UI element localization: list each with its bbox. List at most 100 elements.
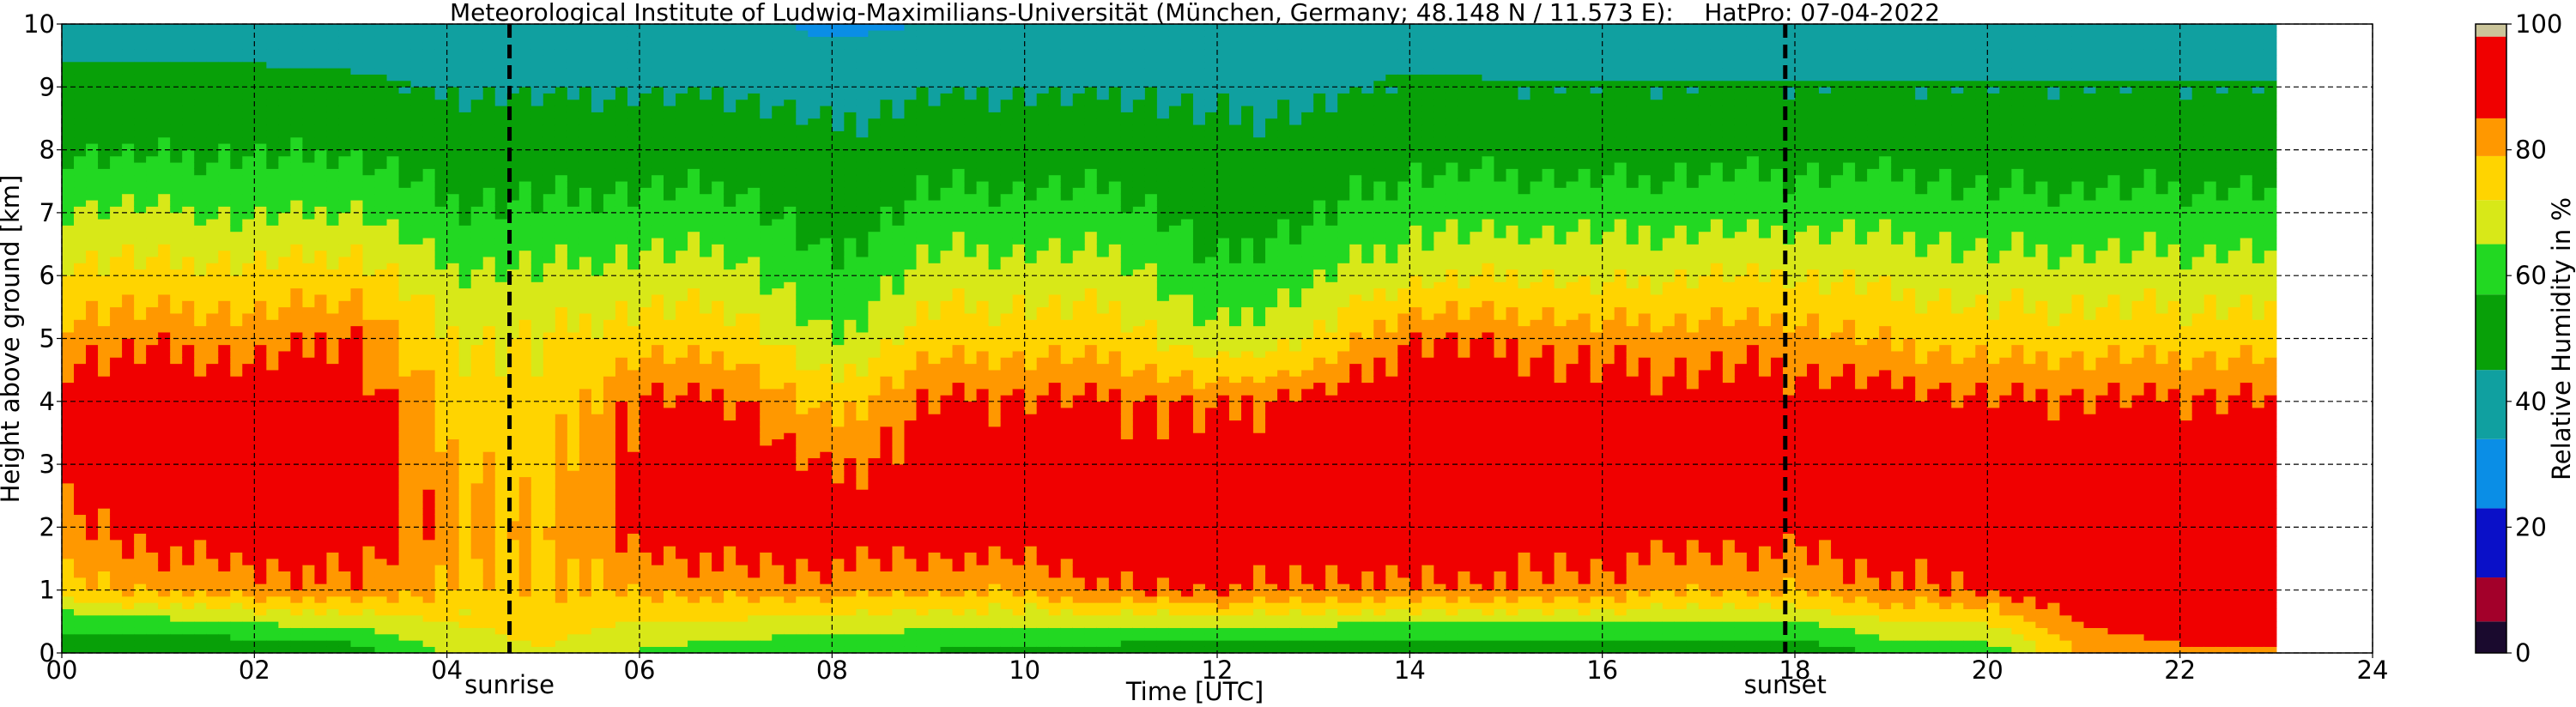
heatmap-cell <box>374 476 388 484</box>
heatmap-cell <box>290 546 304 553</box>
heatmap-cell <box>603 476 616 484</box>
heatmap-cell <box>555 602 568 609</box>
heatmap-cell <box>555 608 568 616</box>
heatmap-cell <box>86 231 99 239</box>
heatmap-cell <box>652 376 664 384</box>
heatmap-cell <box>422 608 436 616</box>
heatmap-cell <box>362 407 376 414</box>
heatmap-cell <box>482 105 496 112</box>
heatmap-cell <box>242 558 255 565</box>
heatmap-cell <box>74 130 87 138</box>
heatmap-cell <box>410 558 424 565</box>
heatmap-cell <box>494 602 508 609</box>
heatmap-cell <box>110 293 123 301</box>
heatmap-cell <box>652 218 664 226</box>
heatmap-cell <box>170 495 183 503</box>
heatmap-cell <box>338 501 352 509</box>
heatmap-cell <box>98 36 111 44</box>
heatmap-cell <box>302 180 316 188</box>
heatmap-cell <box>494 527 508 535</box>
heatmap-cell <box>242 225 255 233</box>
heatmap-cell <box>314 250 328 257</box>
heatmap-cell <box>579 130 592 138</box>
heatmap-cell <box>386 312 400 320</box>
heatmap-cell <box>374 136 388 144</box>
heatmap-cell <box>62 482 75 490</box>
heatmap-cell <box>591 281 604 289</box>
heatmap-cell <box>266 331 279 339</box>
heatmap-cell <box>62 357 75 365</box>
heatmap-cell <box>314 218 328 226</box>
heatmap-cell <box>158 595 171 603</box>
heatmap-cell <box>242 24 255 31</box>
heatmap-cell <box>470 118 484 125</box>
heatmap-cell <box>338 206 352 214</box>
heatmap-cell <box>134 363 147 371</box>
heatmap-cell <box>62 376 75 384</box>
heatmap-cell <box>567 256 580 263</box>
heatmap-cell <box>410 250 424 257</box>
heatmap-cell <box>615 55 628 63</box>
heatmap-cell <box>627 293 640 301</box>
heatmap-cell <box>62 501 75 509</box>
heatmap-cell <box>302 520 316 528</box>
heatmap-cell <box>182 161 195 169</box>
heatmap-cell <box>482 136 496 144</box>
heatmap-cell <box>194 577 207 584</box>
heatmap-cell <box>290 577 304 584</box>
heatmap-cell <box>170 444 183 452</box>
heatmap-cell <box>362 621 376 628</box>
heatmap-cell <box>158 237 171 245</box>
heatmap-cell <box>494 495 508 503</box>
heatmap-cell <box>242 520 255 528</box>
heatmap-cell <box>326 80 340 88</box>
heatmap-cell <box>74 444 87 452</box>
heatmap-cell <box>302 350 316 358</box>
heatmap-cell <box>542 168 556 176</box>
heatmap-cell <box>266 87 279 94</box>
heatmap-cell <box>254 300 267 308</box>
heatmap-cell <box>326 470 340 478</box>
heatmap-cell <box>278 231 291 239</box>
heatmap-cell <box>74 193 87 201</box>
heatmap-cell <box>652 426 664 433</box>
heatmap-cell <box>62 306 75 314</box>
heatmap-cell <box>158 501 171 509</box>
heatmap-cell <box>603 30 616 37</box>
heatmap-cell <box>266 174 279 182</box>
heatmap-cell <box>639 470 652 478</box>
heatmap-cell <box>422 501 436 509</box>
heatmap-cell <box>146 501 159 509</box>
heatmap-cell <box>254 168 267 176</box>
heatmap-cell <box>422 180 436 188</box>
heatmap-cell <box>627 344 640 352</box>
heatmap-cell <box>591 495 604 503</box>
heatmap-cell <box>627 589 640 597</box>
heatmap-cell <box>242 552 255 559</box>
heatmap-cell <box>386 533 400 541</box>
heatmap-cell <box>122 250 135 257</box>
heatmap-cell <box>122 331 135 339</box>
heatmap-cell <box>434 218 448 226</box>
heatmap-cell <box>290 244 304 251</box>
heatmap-cell <box>182 206 195 214</box>
heatmap-cell <box>302 199 316 207</box>
heatmap-cell <box>338 633 352 641</box>
heatmap-cell <box>290 414 304 421</box>
heatmap-cell <box>398 627 412 635</box>
heatmap-cell <box>652 489 664 497</box>
heatmap-cell <box>567 105 580 112</box>
heatmap-cell <box>530 520 544 528</box>
heatmap-cell <box>482 621 496 628</box>
heatmap-cell <box>506 187 520 195</box>
heatmap-cell <box>506 93 520 100</box>
heatmap-cell <box>182 49 195 56</box>
heatmap-cell <box>530 300 544 308</box>
heatmap-cell <box>278 558 291 565</box>
heatmap-cell <box>182 174 195 182</box>
heatmap-cell <box>434 514 448 522</box>
heatmap-cell <box>134 30 147 37</box>
heatmap-cell <box>639 344 652 352</box>
heatmap-cell <box>458 93 472 100</box>
heatmap-cell <box>182 577 195 584</box>
